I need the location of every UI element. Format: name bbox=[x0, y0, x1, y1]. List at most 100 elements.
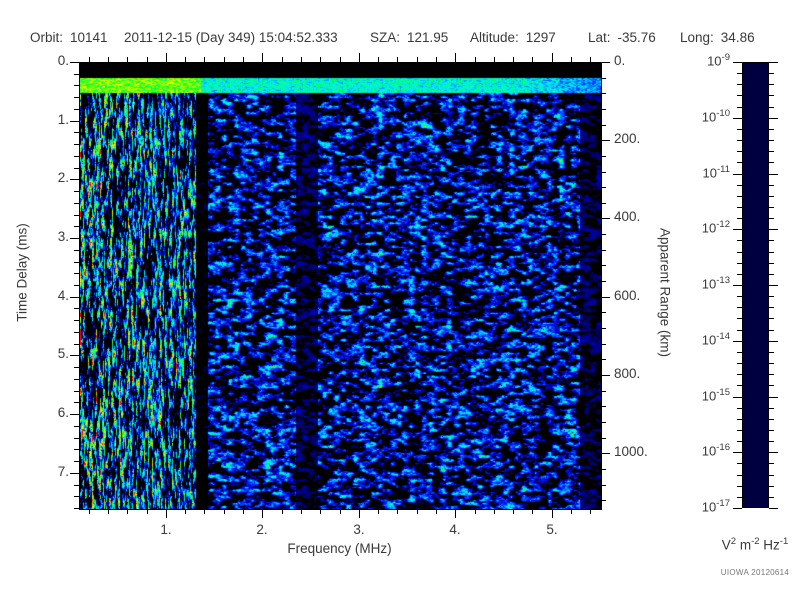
colorbar-minor-tick bbox=[769, 318, 774, 319]
colorbar-minor-tick bbox=[737, 196, 742, 197]
header-altitude-key: Altitude: bbox=[470, 30, 519, 45]
x-major-tick bbox=[552, 509, 553, 518]
header-latitude-key: Lat: bbox=[588, 30, 611, 45]
x-tick-label: 1. bbox=[160, 522, 172, 537]
x-top-tick bbox=[243, 57, 244, 62]
colorbar-minor-tick bbox=[737, 252, 742, 253]
colorbar-minor-tick bbox=[769, 263, 774, 264]
colorbar-minor-tick bbox=[769, 486, 774, 487]
colorbar-minor-tick bbox=[769, 363, 774, 364]
credit-watermark: UIOWA 20120614 bbox=[720, 568, 790, 577]
y-left-tick-label: 4. bbox=[57, 288, 69, 303]
colorbar-tick-mantissa: 10 bbox=[701, 388, 717, 404]
x-top-tick bbox=[397, 57, 398, 62]
colorbar-major-tick bbox=[733, 397, 742, 398]
colorbar-tick-label: 10-9 bbox=[680, 52, 730, 68]
y-right-minor-tick bbox=[601, 265, 606, 266]
x-minor-tick bbox=[89, 509, 90, 514]
colorbar-minor-tick bbox=[769, 374, 774, 375]
colorbar-minor-tick bbox=[769, 352, 774, 353]
colorbar-minor-tick bbox=[737, 318, 742, 319]
y-right-major-tick bbox=[601, 297, 610, 298]
y-left-major-tick bbox=[70, 179, 79, 180]
header-sza-key: SZA: bbox=[370, 30, 401, 45]
header-altitude: Altitude: 1297 bbox=[470, 30, 556, 45]
x-tick-label: 3. bbox=[353, 522, 365, 537]
y-right-minor-tick bbox=[601, 359, 606, 360]
y-right-minor-tick bbox=[601, 250, 606, 251]
x-minor-tick bbox=[224, 509, 225, 514]
colorbar-major-tick bbox=[733, 452, 742, 453]
colorbar-tick-label: 10-13 bbox=[680, 275, 730, 291]
x-minor-tick bbox=[494, 509, 495, 514]
y-left-minor-tick bbox=[74, 74, 79, 75]
x-minor-tick bbox=[590, 509, 591, 514]
header-orbit: Orbit: 10141 bbox=[30, 30, 108, 45]
colorbar-tick-mantissa: 10 bbox=[701, 220, 717, 236]
y-right-minor-tick bbox=[601, 203, 606, 204]
colorbar-minor-tick bbox=[769, 185, 774, 186]
x-axis-label: Frequency (MHz) bbox=[287, 541, 392, 556]
colorbar-minor-tick bbox=[737, 363, 742, 364]
x-top-tick bbox=[340, 57, 341, 62]
y-left-minor-tick bbox=[74, 367, 79, 368]
colorbar-major-tick bbox=[733, 229, 742, 230]
colorbar-minor-tick bbox=[737, 263, 742, 264]
y-left-major-tick bbox=[70, 414, 79, 415]
header-sza: SZA: 121.95 bbox=[370, 30, 448, 45]
x-tick-label: 5. bbox=[546, 522, 558, 537]
x-top-tick bbox=[89, 57, 90, 62]
x-major-tick bbox=[455, 509, 456, 518]
y-right-minor-tick bbox=[601, 172, 606, 173]
colorbar-tick-mantissa: 10 bbox=[701, 499, 717, 515]
colorbar-minor-tick bbox=[769, 252, 774, 253]
colorbar-tick-exponent: -16 bbox=[716, 442, 730, 453]
colorbar-minor-tick bbox=[769, 463, 774, 464]
header-datetime: 2011-12-15 (Day 349) 15:04:52.333 bbox=[124, 30, 338, 45]
colorbar-minor-tick bbox=[737, 73, 742, 74]
colorbar-units-m: m bbox=[736, 537, 752, 553]
y-right-tick-label: 800. bbox=[614, 366, 641, 381]
colorbar-units-hz: Hz bbox=[759, 537, 780, 553]
x-top-tick bbox=[455, 53, 456, 62]
colorbar-minor-tick bbox=[737, 129, 742, 130]
x-top-tick bbox=[552, 53, 553, 62]
y-axis-left-label: Time Delay (ms) bbox=[14, 223, 30, 322]
colorbar-major-tick bbox=[769, 118, 778, 119]
y-left-minor-tick bbox=[74, 109, 79, 110]
colorbar-major-tick bbox=[769, 62, 778, 63]
y-left-minor-tick bbox=[74, 168, 79, 169]
x-top-tick bbox=[127, 57, 128, 62]
colorbar-tick-mantissa: 10 bbox=[702, 165, 717, 181]
header-longitude: Long: 34.86 bbox=[680, 30, 755, 45]
x-top-tick bbox=[224, 57, 225, 62]
colorbar-tick-label: 10-12 bbox=[680, 219, 730, 235]
y-right-tick-label: 600. bbox=[614, 288, 641, 303]
y-left-tick-label: 7. bbox=[57, 464, 69, 479]
x-minor-tick bbox=[185, 509, 186, 514]
x-top-tick bbox=[262, 53, 263, 62]
y-left-minor-tick bbox=[74, 438, 79, 439]
y-right-minor-tick bbox=[601, 438, 606, 439]
colorbar-gradient bbox=[742, 62, 769, 508]
header-latitude: Lat: -35.76 bbox=[588, 30, 656, 45]
x-minor-tick bbox=[301, 509, 302, 514]
colorbar-tick-label: 10-14 bbox=[680, 331, 730, 347]
y-left-minor-tick bbox=[74, 402, 79, 403]
colorbar-minor-tick bbox=[737, 162, 742, 163]
colorbar-major-tick bbox=[769, 229, 778, 230]
y-left-minor-tick bbox=[74, 320, 79, 321]
metadata-header: Orbit: 10141 2011-12-15 (Day 349) 15:04:5… bbox=[0, 30, 800, 48]
x-top-tick bbox=[475, 57, 476, 62]
y-right-minor-tick bbox=[601, 93, 606, 94]
x-tick-label: 2. bbox=[256, 522, 268, 537]
colorbar-minor-tick bbox=[737, 140, 742, 141]
y-right-minor-tick bbox=[601, 391, 606, 392]
x-minor-tick bbox=[513, 509, 514, 514]
y-axis-right-label: Apparent Range (km) bbox=[657, 227, 673, 358]
colorbar-major-tick bbox=[733, 62, 742, 63]
y-right-minor-tick bbox=[601, 406, 606, 407]
y-right-tick-label: 400. bbox=[614, 209, 641, 224]
colorbar-minor-tick bbox=[769, 151, 774, 152]
x-minor-tick bbox=[475, 509, 476, 514]
